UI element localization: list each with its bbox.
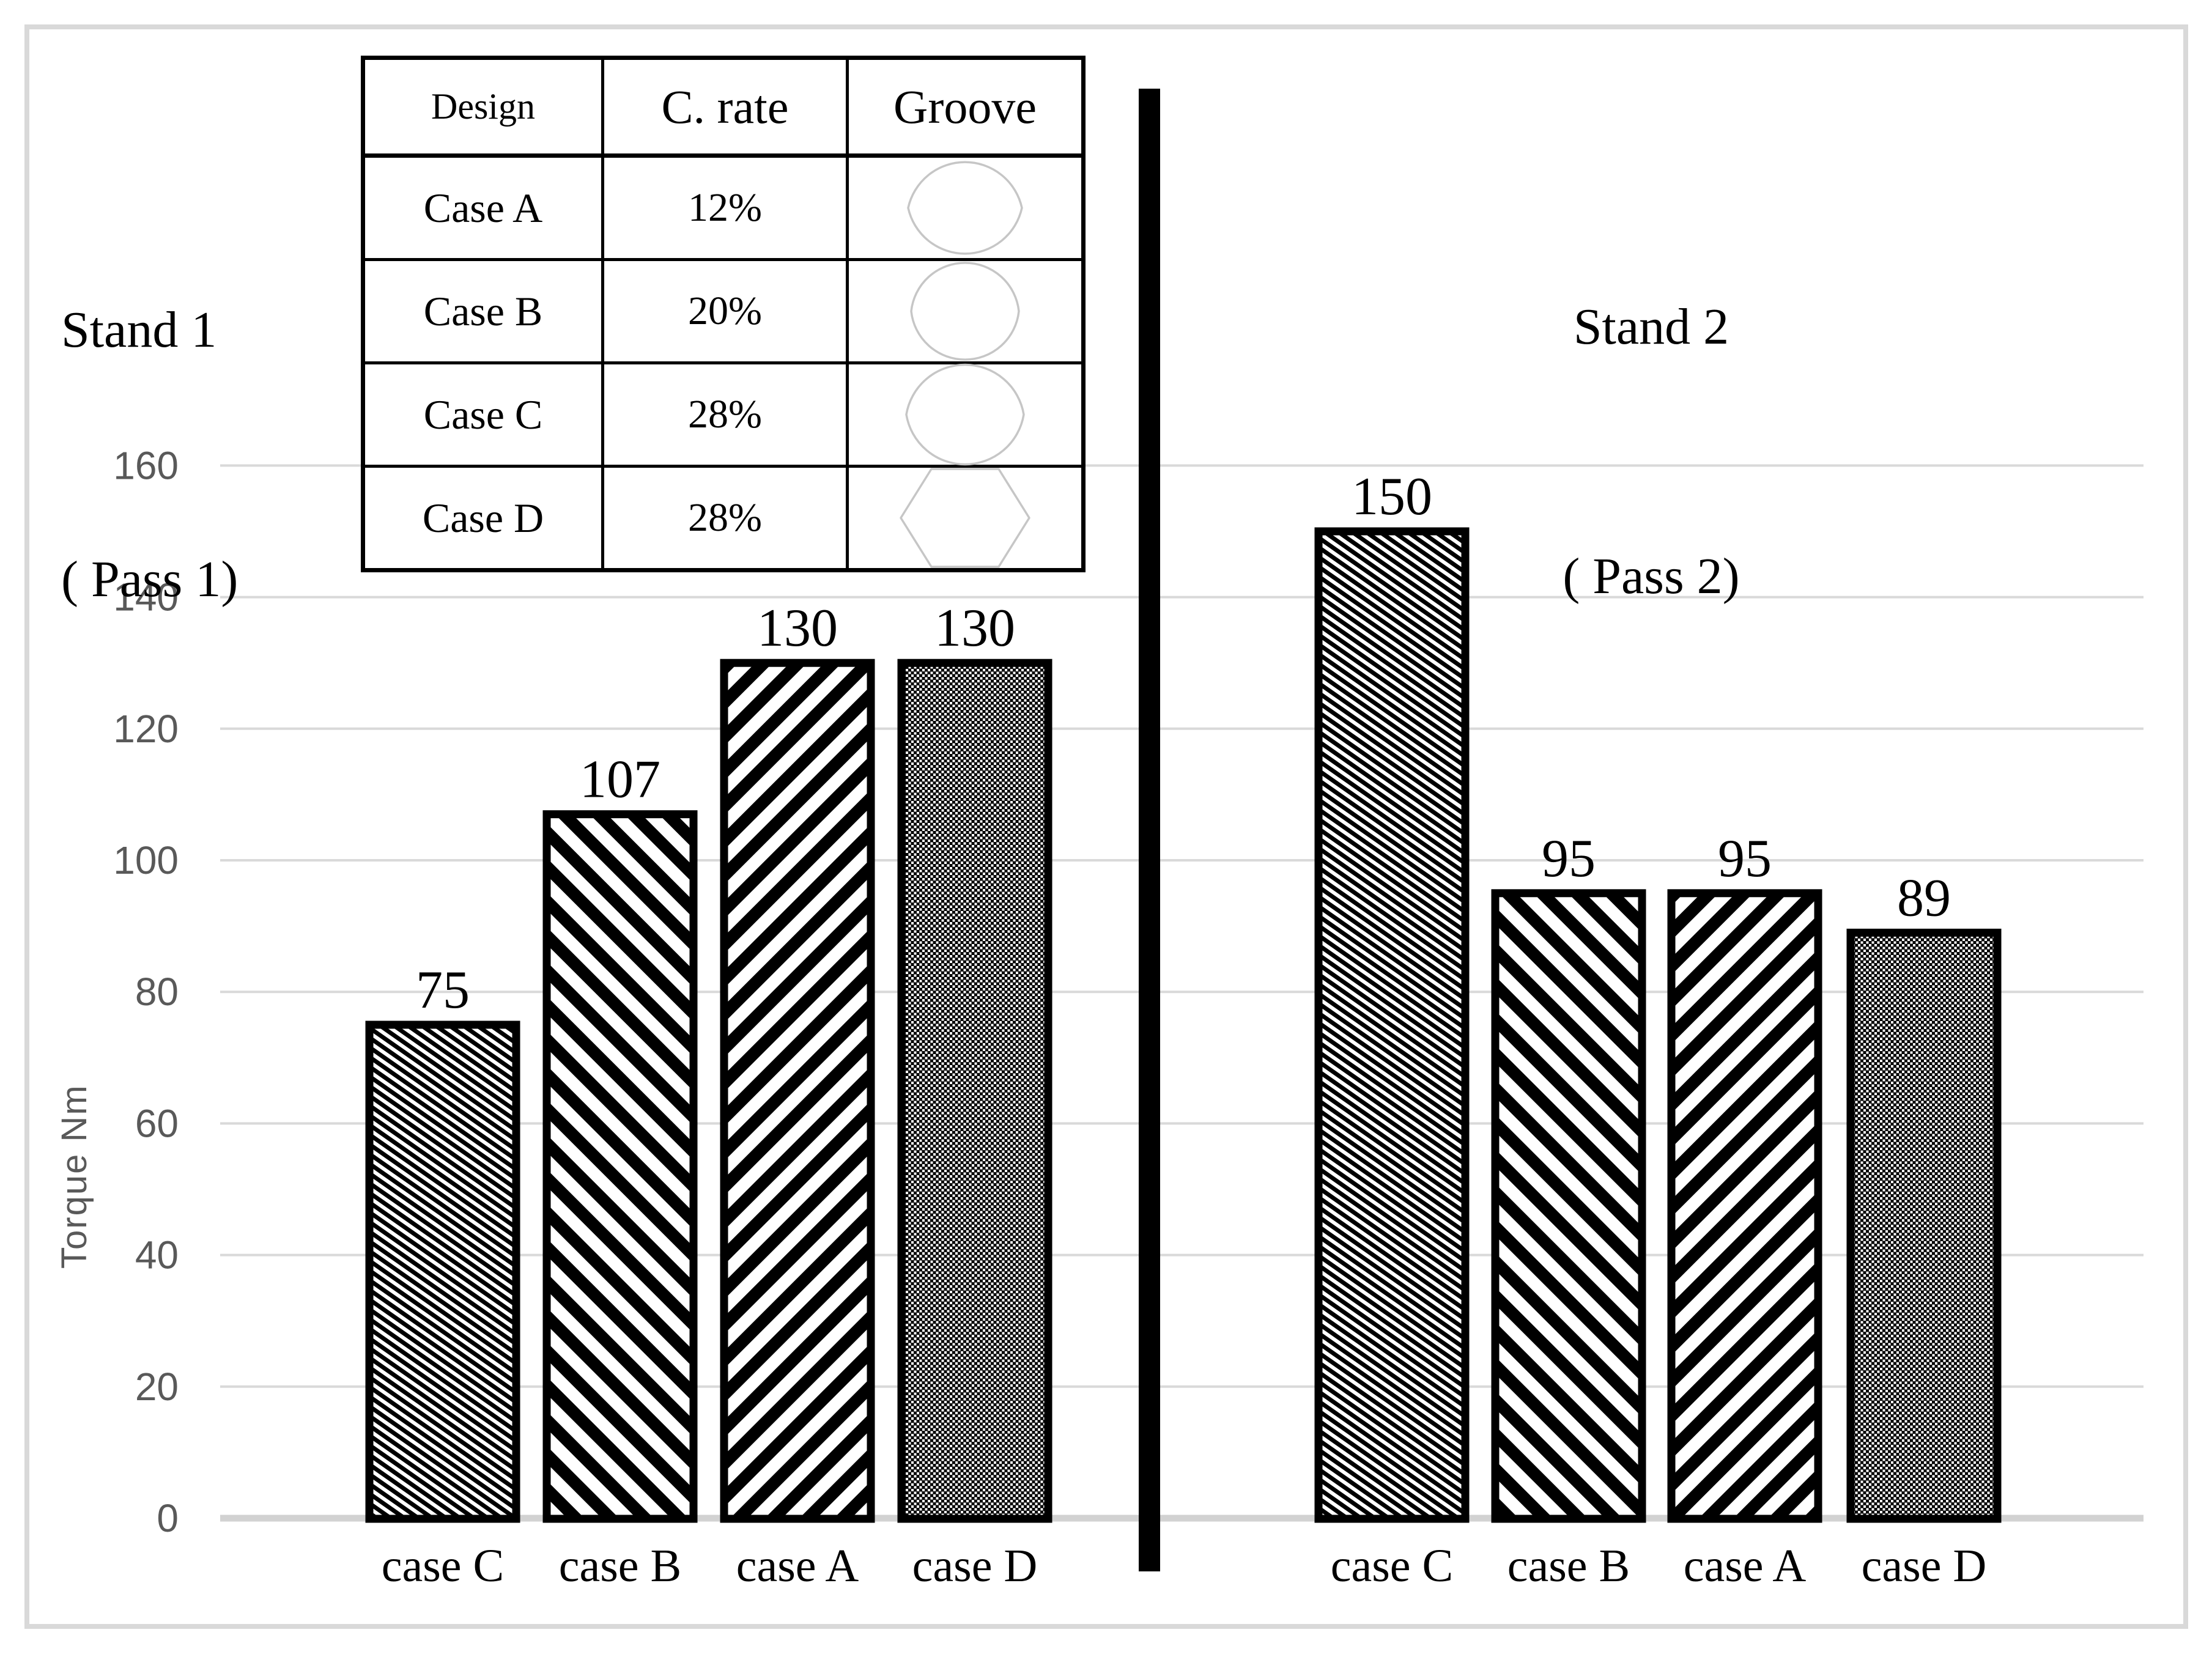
bar-stand1-case-d: [897, 659, 1052, 1523]
y-tick-label-140: 140: [113, 575, 179, 619]
case-a-rate: 12%: [601, 154, 849, 261]
header-design: Design: [361, 56, 604, 158]
groove-oval-pointed-icon: [849, 158, 1081, 258]
header-groove: Groove: [846, 56, 1085, 158]
table-row: Case B 20%: [361, 258, 1085, 364]
design-table: Design C. rate Groove Case A 12% Case B …: [361, 56, 1086, 572]
groove-round-pointed-icon: [849, 261, 1081, 361]
case-b-label: Case B: [361, 258, 604, 364]
bar-value-label-stand2-case-d: 89: [1897, 868, 1951, 928]
x-axis-label-stand1-case-b: case B: [559, 1540, 681, 1592]
bar-value-label-stand1-case-d: 130: [934, 599, 1015, 658]
bar-value-label-stand2-case-c: 150: [1352, 467, 1432, 526]
bar-value-label-stand1-case-b: 107: [580, 750, 660, 810]
stand1-title-line2: ( Pass 1): [61, 551, 239, 608]
table-row: Case D 28%: [361, 465, 1085, 572]
x-axis-label-stand1-case-d: case D: [912, 1540, 1038, 1592]
case-c-rate: 28%: [601, 361, 849, 468]
case-d-rate: 28%: [601, 465, 849, 572]
header-c-rate: C. rate: [601, 56, 849, 158]
stand1-title: Stand 1 ( Pass 1): [61, 122, 238, 788]
x-axis-label-stand2-case-d: case D: [1862, 1540, 1987, 1592]
stand2-title-line2: ( Pass 2): [1563, 548, 1740, 605]
bar-value-label-stand1-case-c: 75: [416, 961, 470, 1020]
stand1-title-line1: Stand 1: [61, 301, 217, 358]
bar-stand2-case-c: [1314, 527, 1470, 1523]
groove-hexagon-icon: [849, 468, 1081, 568]
bar-stand2-case-a: [1667, 889, 1822, 1523]
y-tick-label-40: 40: [135, 1233, 179, 1277]
y-tick-label-80: 80: [135, 970, 179, 1014]
bar-value-label-stand1-case-a: 130: [757, 599, 838, 658]
x-axis-label-stand2-case-c: case C: [1331, 1540, 1453, 1592]
groove-round-pointed-large-icon: [849, 363, 1081, 466]
bar-stand2-case-d: [1846, 928, 2002, 1523]
bar-stand1-case-a: [720, 659, 875, 1523]
bar-value-label-stand2-case-b: 95: [1542, 829, 1596, 888]
case-c-label: Case C: [361, 361, 604, 468]
y-tick-label-120: 120: [113, 707, 179, 751]
y-axis-title: Torque Nm: [54, 1084, 94, 1269]
bar-stand1-case-c: [365, 1020, 520, 1523]
case-a-label: Case A: [361, 154, 604, 261]
panel-divider: [1139, 89, 1160, 1571]
bar-stand1-case-b: [542, 810, 698, 1523]
y-tick-label-160: 160: [113, 443, 179, 487]
y-tick-label-100: 100: [113, 838, 179, 882]
x-axis-label-stand1-case-a: case A: [736, 1540, 859, 1592]
bar-stand2-case-b: [1491, 889, 1646, 1523]
table-row: Case C 28%: [361, 361, 1085, 468]
bar-value-label-stand2-case-a: 95: [1718, 829, 1772, 888]
y-tick-label-20: 20: [135, 1365, 179, 1409]
y-tick-label-0: 0: [157, 1496, 179, 1540]
y-tick-label-60: 60: [135, 1101, 179, 1145]
x-axis-label-stand1-case-c: case C: [382, 1540, 504, 1592]
stand2-title: Stand 2 ( Pass 2): [1492, 119, 1810, 784]
case-b-rate: 20%: [601, 258, 849, 364]
table-header-row: Design C. rate Groove: [361, 56, 1085, 158]
table-row: Case A 12%: [361, 154, 1085, 261]
x-axis-label-stand2-case-b: case B: [1507, 1540, 1630, 1592]
x-axis-label-stand2-case-a: case A: [1684, 1540, 1807, 1592]
case-d-label: Case D: [361, 465, 604, 572]
stand2-title-line1: Stand 2: [1573, 298, 1729, 355]
